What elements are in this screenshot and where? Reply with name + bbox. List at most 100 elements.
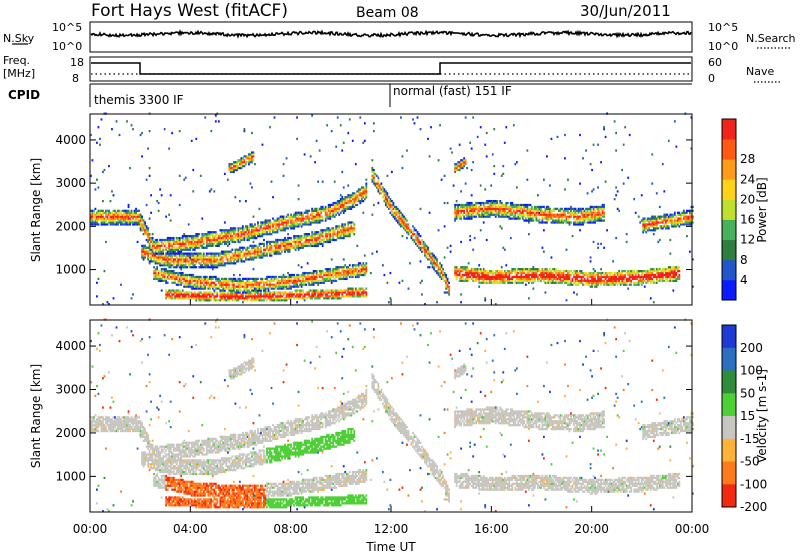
power-cell [249, 291, 252, 294]
power-cell [357, 198, 360, 201]
power-cell [258, 293, 261, 296]
power-cell [214, 264, 217, 267]
power-cell [109, 213, 112, 216]
power-cell [257, 250, 259, 253]
power-cell [269, 297, 271, 300]
power-cell [112, 297, 115, 300]
power-cell [157, 250, 160, 253]
power-cell [193, 287, 196, 290]
power-cell [300, 244, 303, 247]
power-cell [317, 242, 320, 246]
power-cell [198, 242, 201, 246]
power-cell [485, 199, 488, 203]
power-cell [333, 273, 336, 277]
power-cell [487, 277, 490, 281]
power-cell [195, 236, 198, 240]
freq-left-tick-bottom: 8 [72, 72, 79, 85]
power-cell [386, 174, 389, 177]
power-cell [357, 190, 360, 193]
power-cell [291, 275, 294, 279]
power-cell [497, 271, 500, 275]
power-cell [347, 273, 350, 277]
power-cell [508, 277, 511, 281]
power-cell [505, 213, 508, 216]
power-cell [303, 273, 306, 277]
power-cell [201, 260, 204, 263]
power-cell [263, 299, 265, 302]
power-cell [193, 244, 196, 247]
power-cell [115, 213, 118, 216]
power-cell [505, 207, 508, 211]
power-cell [196, 240, 199, 244]
power-cell [327, 227, 330, 230]
freq-left-tick-top: 18 [70, 56, 84, 69]
power-cell [287, 287, 289, 290]
power-cell [488, 207, 491, 211]
power-cell [266, 295, 268, 298]
power-cell [469, 215, 472, 218]
power-cell [142, 254, 145, 257]
power-cell [160, 194, 163, 197]
power-cell [427, 258, 429, 261]
power-cell [308, 291, 311, 294]
power-cell [333, 205, 336, 209]
power-cell [151, 236, 154, 240]
power-cell [306, 277, 309, 281]
power-cell [428, 250, 431, 253]
power-cell [220, 252, 223, 255]
power-cell [540, 209, 542, 212]
power-cell [245, 231, 247, 234]
power-cell [115, 221, 118, 224]
power-cell [356, 289, 359, 292]
power-cell [219, 283, 222, 286]
power-cell [282, 174, 285, 177]
power-cell [102, 170, 104, 174]
power-cell [279, 242, 282, 246]
power-cell [219, 233, 222, 236]
power-cell [193, 297, 196, 300]
power-cell [333, 229, 336, 232]
power-cell [299, 242, 301, 246]
power-cell [171, 250, 174, 253]
power-cell [430, 258, 432, 261]
power-cell [248, 293, 250, 296]
power-cell [127, 221, 130, 224]
power-cell [245, 252, 247, 255]
power-cell [518, 281, 521, 284]
power-cell [327, 209, 330, 212]
power-cell [439, 124, 441, 127]
power-cell [296, 289, 298, 292]
power-cell [114, 223, 116, 226]
power-cell [344, 271, 347, 275]
power-cell [216, 277, 219, 281]
power-cell [327, 297, 330, 300]
power-cell [273, 221, 276, 224]
power-cell [458, 163, 461, 166]
power-cell [254, 293, 256, 296]
power-cell [159, 254, 162, 257]
power-cell [222, 293, 225, 296]
power-cell [326, 217, 329, 220]
power-cell [255, 285, 258, 288]
power-cell [139, 221, 142, 224]
power-cell [172, 264, 175, 267]
power-cell [251, 299, 253, 302]
power-cell [345, 199, 348, 203]
power-cell [335, 201, 338, 205]
power-cell [229, 164, 232, 168]
power-cell [260, 289, 262, 292]
power-cell [523, 277, 526, 281]
power-cell [231, 168, 234, 172]
power-cell [178, 281, 181, 284]
power-cell [160, 252, 163, 255]
power-cell [275, 242, 277, 246]
power-cell [266, 293, 268, 296]
power-cell [517, 209, 520, 212]
power-cell [216, 266, 219, 269]
power-cell [278, 287, 280, 290]
power-cell [306, 221, 309, 224]
power-cell [195, 137, 198, 141]
power-cell [190, 273, 193, 277]
power-cell [267, 289, 270, 292]
power-cell [330, 209, 333, 212]
